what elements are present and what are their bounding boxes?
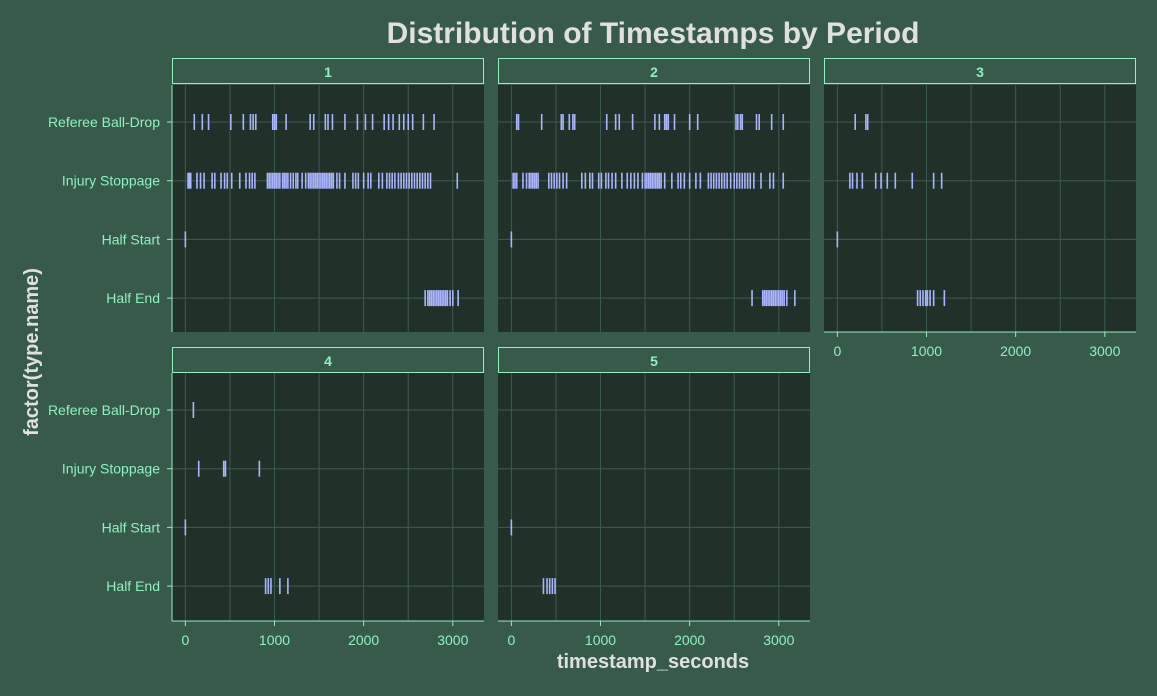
x-tick-label: 2000 — [1000, 343, 1031, 359]
x-tick-label: 2000 — [674, 632, 705, 648]
series-half-end — [751, 290, 796, 307]
panel-background — [172, 373, 484, 621]
x-tick-label: 3000 — [763, 632, 794, 648]
series-referee-ball-drop — [515, 114, 785, 130]
series-half-end — [916, 290, 946, 307]
facet-strip — [498, 347, 810, 373]
facets-group: 1 Referee Ball-Drop Injury Stoppage Half St… — [48, 58, 1136, 648]
y-tick-label: Referee Ball-Drop — [48, 114, 160, 130]
facet-strip-label: 2 — [650, 64, 658, 80]
series-injury-stoppage — [512, 172, 785, 189]
facet-panel-1: 1 Referee Ball-Drop Injury Stoppage Half St… — [48, 58, 484, 332]
y-tick-label: Half Start — [102, 231, 160, 247]
panel-background — [498, 85, 810, 332]
series-half-end — [424, 290, 459, 307]
facet-strip — [824, 58, 1136, 84]
facet-strip — [172, 58, 484, 84]
series-half-end — [542, 578, 556, 595]
x-axis-label: timestamp_seconds — [557, 651, 749, 673]
y-tick-label: Injury Stoppage — [62, 173, 160, 189]
x-tick-label: 3000 — [437, 632, 468, 648]
x-tick-label: 1000 — [259, 632, 290, 648]
panel-background — [824, 85, 1136, 332]
facet-strip-label: 5 — [650, 353, 658, 369]
series-referee-ball-drop — [854, 114, 869, 130]
y-tick-label: Half Start — [102, 519, 160, 535]
y-tick-label: Referee Ball-Drop — [48, 402, 160, 418]
chart-title: Distribution of Timestamps by Period — [387, 17, 920, 50]
y-tick-label: Injury Stoppage — [62, 461, 160, 477]
x-tick-label: 0 — [181, 632, 189, 648]
facet-strip — [172, 347, 484, 373]
facet-strip — [498, 58, 810, 84]
x-tick-label: 1000 — [585, 632, 616, 648]
x-tick-label: 0 — [833, 343, 841, 359]
y-tick-label: Half End — [106, 578, 160, 594]
series-referee-ball-drop — [193, 114, 435, 130]
y-axis-label: factor(type.name) — [21, 268, 43, 436]
series-half-end — [264, 578, 289, 595]
facet-panel-4: 4 Referee Ball-Drop Injury Stoppage Half St… — [48, 347, 484, 648]
facet-strip-label: 3 — [976, 64, 984, 80]
facet-strip-label: 4 — [324, 353, 332, 369]
x-tick-label: 1000 — [911, 343, 942, 359]
series-injury-stoppage — [849, 172, 943, 189]
facet-panel-5: 5 0 1000 2000 3000 — [498, 347, 810, 648]
facet-panel-3: 3 0 1000 2000 3000 — [824, 58, 1136, 359]
x-tick-label: 0 — [507, 632, 515, 648]
facet-strip-label: 1 — [324, 64, 332, 80]
y-tick-label: Half End — [106, 290, 160, 306]
x-tick-label: 3000 — [1089, 343, 1120, 359]
series-injury-stoppage — [187, 172, 459, 189]
x-tick-label: 2000 — [348, 632, 379, 648]
facet-panel-2: 2 — [498, 58, 810, 332]
series-injury-stoppage — [197, 460, 261, 477]
